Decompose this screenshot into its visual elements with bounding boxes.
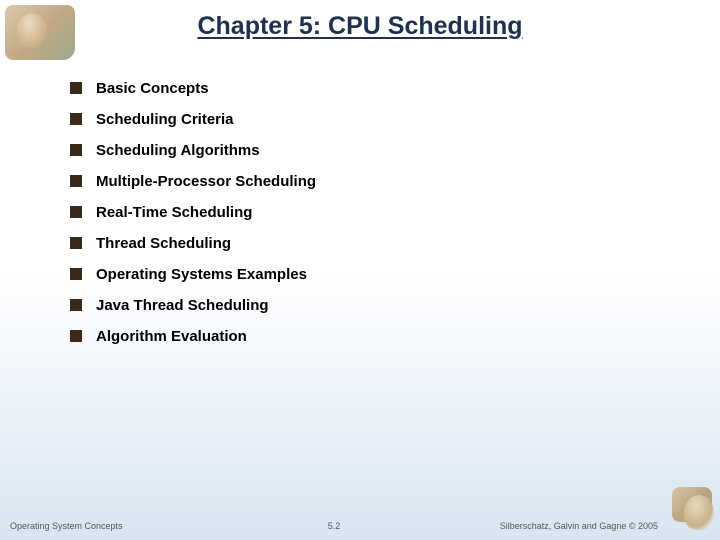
decorative-dino-top-left <box>5 5 75 60</box>
slide-footer: Operating System Concepts 5.2 Silberscha… <box>0 518 720 534</box>
slide-content: Basic Concepts Scheduling Criteria Sched… <box>70 80 680 359</box>
bullet-item: Operating Systems Examples <box>70 266 680 283</box>
footer-book-title: Operating System Concepts <box>10 521 226 531</box>
footer-page-number: 5.2 <box>226 521 442 531</box>
bullet-item: Multiple-Processor Scheduling <box>70 173 680 190</box>
slide-title: Chapter 5: CPU Scheduling <box>0 0 720 41</box>
bullet-item: Scheduling Criteria <box>70 111 680 128</box>
footer-authors: Silberschatz, Galvin and Gagne © 2005 <box>442 521 710 531</box>
bullet-item: Scheduling Algorithms <box>70 142 680 159</box>
bullet-item: Algorithm Evaluation <box>70 328 680 345</box>
bullet-item: Java Thread Scheduling <box>70 297 680 314</box>
bullet-list: Basic Concepts Scheduling Criteria Sched… <box>70 80 680 345</box>
bullet-item: Basic Concepts <box>70 80 680 97</box>
bullet-item: Real-Time Scheduling <box>70 204 680 221</box>
bullet-item: Thread Scheduling <box>70 235 680 252</box>
decorative-dino-bottom-right <box>672 487 712 522</box>
